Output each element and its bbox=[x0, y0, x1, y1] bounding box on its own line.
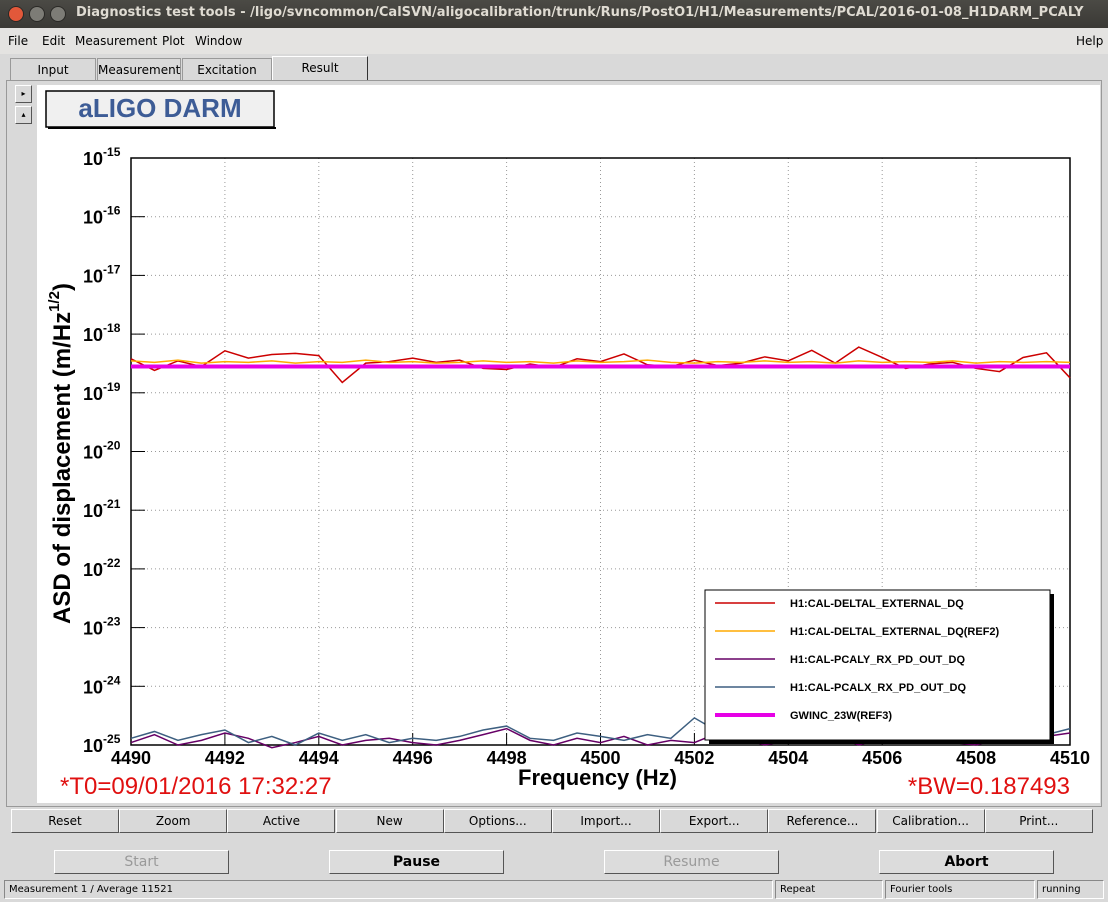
control-button[interactable]: Resume bbox=[604, 850, 779, 874]
tool-button[interactable]: Zoom bbox=[119, 809, 228, 833]
y-tick-base: 10 bbox=[83, 677, 103, 697]
tool-button[interactable]: Export... bbox=[660, 809, 769, 833]
tab[interactable]: Excitation bbox=[182, 58, 272, 80]
title-bar: Diagnostics test tools - /ligo/svncommon… bbox=[0, 0, 1108, 28]
maximize-button[interactable] bbox=[50, 6, 66, 22]
y-tick-base: 10 bbox=[83, 266, 103, 286]
tab[interactable]: Input bbox=[10, 58, 96, 80]
x-tick-label: 4500 bbox=[580, 748, 620, 768]
legend-label: H1:CAL-DELTAL_EXTERNAL_DQ bbox=[790, 598, 964, 610]
tab[interactable]: Measurement bbox=[97, 58, 181, 80]
y-tick-exponent: -15 bbox=[103, 145, 121, 159]
tool-button[interactable]: Print... bbox=[984, 809, 1093, 833]
x-tick-label: 4494 bbox=[299, 748, 339, 768]
y-tick-label: 10-16 bbox=[83, 204, 121, 228]
y-axis-label-suffix: ) bbox=[49, 283, 76, 291]
control-button[interactable]: Pause bbox=[329, 850, 504, 874]
y-tick-base: 10 bbox=[83, 560, 103, 580]
legend-label: H1:CAL-DELTAL_EXTERNAL_DQ(REF2) bbox=[790, 626, 1000, 638]
minimize-button[interactable] bbox=[29, 6, 45, 22]
x-tick-label: 4502 bbox=[674, 748, 714, 768]
menu-item[interactable]: Edit bbox=[42, 34, 66, 48]
x-tick-label: 4498 bbox=[487, 748, 527, 768]
y-tick-label: 10-20 bbox=[83, 439, 121, 463]
y-tick-base: 10 bbox=[83, 501, 103, 521]
control-button[interactable]: Start bbox=[54, 850, 229, 874]
y-tick-base: 10 bbox=[83, 149, 103, 169]
tool-button[interactable]: Active bbox=[227, 809, 336, 833]
y-axis-label-main: ASD of displacement (m/Hz bbox=[49, 312, 76, 624]
y-tick-exponent: -16 bbox=[103, 204, 121, 218]
y-tick-base: 10 bbox=[83, 736, 103, 756]
y-tick-label: 10-23 bbox=[83, 615, 121, 639]
y-tick-label: 10-21 bbox=[83, 497, 121, 521]
x-tick-label: 4496 bbox=[393, 748, 433, 768]
y-tick-label: 10-19 bbox=[83, 380, 121, 404]
menu-item[interactable]: Measurement bbox=[75, 34, 158, 48]
tool-button[interactable]: New bbox=[335, 809, 444, 833]
y-tick-label: 10-15 bbox=[83, 145, 121, 169]
status-field: running bbox=[1037, 880, 1104, 899]
y-tick-exponent: -19 bbox=[103, 380, 121, 394]
tool-button[interactable]: Calibration... bbox=[876, 809, 985, 833]
control-button[interactable]: Abort bbox=[879, 850, 1054, 874]
menu-item[interactable]: Window bbox=[195, 34, 243, 48]
y-tick-exponent: -18 bbox=[103, 321, 121, 335]
annotation: *T0=09/01/2016 17:32:27 bbox=[60, 773, 332, 800]
y-tick-exponent: -25 bbox=[103, 732, 121, 746]
y-tick-base: 10 bbox=[83, 384, 103, 404]
y-tick-label: 10-22 bbox=[83, 556, 121, 580]
close-button[interactable] bbox=[8, 6, 24, 22]
y-tick-base: 10 bbox=[83, 619, 103, 639]
tool-button[interactable]: Options... bbox=[443, 809, 552, 833]
y-tick-label: 10-24 bbox=[83, 673, 121, 697]
y-axis-label-superscript: 1/2 bbox=[46, 291, 63, 312]
y-tick-exponent: -24 bbox=[103, 673, 121, 687]
annotation: *BW=0.187493 bbox=[908, 773, 1070, 800]
legend-label: GWINC_23W(REF3) bbox=[790, 710, 892, 722]
y-tick-exponent: -21 bbox=[103, 497, 121, 511]
status-field: Fourier tools bbox=[885, 880, 1035, 899]
x-tick-label: 4492 bbox=[205, 748, 245, 768]
plot-title: aLIGO DARM bbox=[78, 93, 241, 123]
menu-item[interactable]: Help bbox=[1076, 34, 1104, 48]
legend-label: H1:CAL-PCALY_RX_PD_OUT_DQ bbox=[790, 654, 965, 666]
tool-button[interactable]: Reference... bbox=[768, 809, 877, 833]
y-tick-label: 10-18 bbox=[83, 321, 121, 345]
y-tick-exponent: -22 bbox=[103, 556, 121, 570]
y-axis-label: ASD of displacement (m/Hz1/2) bbox=[46, 283, 76, 624]
y-tick-label: 10-25 bbox=[83, 732, 121, 756]
x-tick-label: 4490 bbox=[111, 748, 151, 768]
expand-button[interactable]: ▸ bbox=[15, 85, 32, 103]
x-tick-label: 4504 bbox=[768, 748, 808, 768]
y-tick-base: 10 bbox=[83, 208, 103, 228]
menu-bar: Help File Edit Measurement Plot Window bbox=[0, 28, 1108, 54]
collapse-button[interactable]: ▴ bbox=[15, 106, 32, 124]
status-field: Measurement 1 / Average 11521 bbox=[4, 880, 773, 899]
x-tick-label: 4510 bbox=[1050, 748, 1090, 768]
y-tick-exponent: -17 bbox=[103, 262, 121, 276]
series-line bbox=[130, 359, 1071, 364]
tool-button[interactable]: Import... bbox=[552, 809, 660, 833]
plot-frame bbox=[130, 157, 1071, 746]
menu-item[interactable]: Plot bbox=[162, 34, 185, 48]
plot-pad: aLIGO DARM 4490 4492 4494 4496 4498 4500 4502 4… bbox=[37, 85, 1100, 803]
legend-label: H1:CAL-PCALX_RX_PD_OUT_DQ bbox=[790, 682, 966, 694]
window-title: Diagnostics test tools - /ligo/svncommon… bbox=[76, 5, 1084, 20]
x-tick-label: 4506 bbox=[862, 748, 902, 768]
x-tick-label: 4508 bbox=[956, 748, 996, 768]
menu-item[interactable]: File bbox=[8, 34, 29, 48]
y-tick-exponent: -20 bbox=[103, 439, 121, 453]
x-axis-label: Frequency (Hz) bbox=[518, 765, 677, 790]
y-tick-base: 10 bbox=[83, 325, 103, 345]
y-tick-label: 10-17 bbox=[83, 262, 121, 286]
tool-button[interactable]: Reset bbox=[11, 809, 119, 833]
status-field: Repeat bbox=[775, 880, 883, 899]
tab-selected[interactable]: Result bbox=[272, 56, 368, 80]
y-tick-exponent: -23 bbox=[103, 615, 121, 629]
y-tick-base: 10 bbox=[83, 443, 103, 463]
